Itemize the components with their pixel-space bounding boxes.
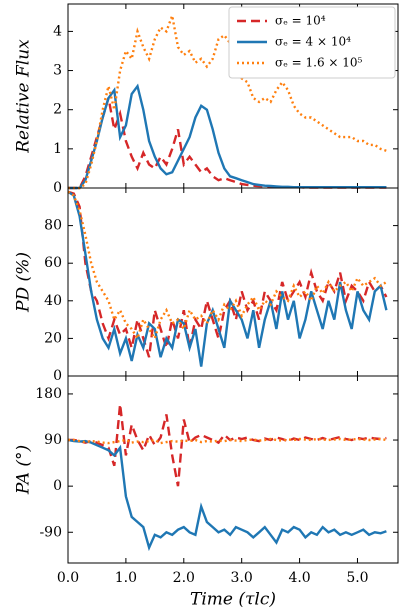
- y-tick-label: 40: [44, 293, 62, 309]
- y-tick-label: 20: [44, 330, 62, 346]
- y-tick-label: 90: [44, 432, 62, 448]
- y-tick-label: 60: [44, 255, 62, 271]
- y-tick-label: -90: [39, 524, 62, 540]
- series-line: [67, 438, 387, 552]
- series-line: [68, 83, 387, 190]
- y-axis-label: PA (°): [14, 445, 34, 495]
- y-tick-label: 0: [53, 180, 62, 196]
- series-line: [68, 97, 387, 190]
- legend-label: σₑ = 4 × 10⁴: [275, 35, 351, 49]
- legend-label: σₑ = 1.6 × 10⁵: [275, 56, 363, 70]
- y-tick-label: 80: [44, 218, 62, 234]
- x-tick-label: 0.0: [57, 570, 79, 586]
- y-tick-label: 1: [53, 141, 62, 157]
- series-line: [68, 11, 387, 190]
- x-tick-label: 1.0: [115, 570, 137, 586]
- plot-frame: [67, 187, 399, 377]
- y-axis-label: Relative Flux: [14, 39, 34, 154]
- y-tick-label: 0: [53, 368, 62, 384]
- x-tick-label: 3.0: [231, 570, 253, 586]
- y-axis-label: PD (%): [14, 252, 34, 313]
- x-tick-label: 5.0: [346, 570, 368, 586]
- legend-box: [228, 6, 396, 79]
- y-tick-label: 2: [53, 102, 62, 118]
- legend-label: σₑ = 10⁴: [275, 14, 326, 28]
- series-line: [67, 190, 388, 367]
- y-tick-label: 180: [35, 386, 62, 402]
- plot-frame: [67, 375, 399, 564]
- series-line: [68, 404, 387, 487]
- y-tick-label: 3: [53, 63, 62, 79]
- y-tick-label: 0: [53, 478, 62, 494]
- x-tick-label: 2.0: [173, 570, 195, 586]
- x-tick-label: 4.0: [288, 570, 310, 586]
- series-line: [67, 190, 388, 342]
- y-tick-label: 4: [53, 23, 62, 39]
- x-axis-label: Time (τlc): [190, 590, 276, 610]
